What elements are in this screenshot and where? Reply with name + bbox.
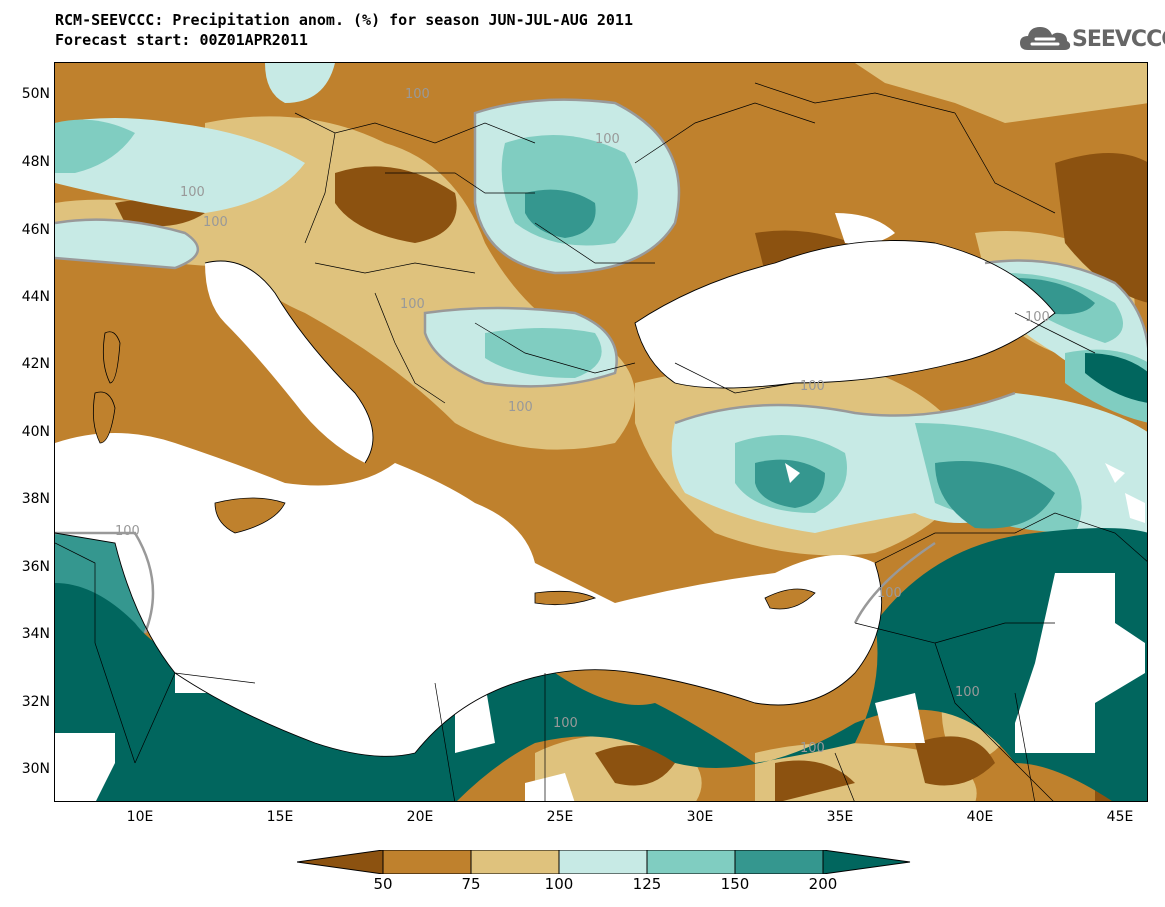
lat-label-36n: 36N	[21, 559, 50, 575]
islands	[92, 331, 816, 610]
lon-label-20e: 20E	[406, 809, 434, 825]
legend-tick-150: 150	[720, 875, 750, 893]
cloud-icon	[1020, 27, 1071, 50]
lat-label-50n: 50N	[21, 86, 50, 102]
lat-label-30n: 30N	[21, 761, 50, 777]
legend-tick-100: 100	[544, 875, 574, 893]
legend-tick-75: 75	[461, 875, 481, 893]
precipitation-anomaly-map: 100 100 100 100 100 100 100 100 100 100 …	[54, 62, 1148, 802]
map-canvas: 100 100 100 100 100 100 100 100 100 100 …	[55, 63, 1147, 801]
legend-swatch-75-100	[470, 850, 560, 874]
lat-label-34n: 34N	[21, 626, 50, 642]
lon-label-40e: 40E	[966, 809, 994, 825]
contour-label: 100	[800, 379, 825, 394]
legend-swatch-below-50	[297, 850, 384, 874]
lat-label-48n: 48N	[21, 154, 50, 170]
contour-label: 100	[180, 185, 205, 200]
legend-swatch-150-200	[734, 850, 824, 874]
contour-label: 100	[955, 685, 980, 700]
lon-label-35e: 35E	[826, 809, 854, 825]
contour-label: 100	[405, 87, 430, 102]
coastlines	[55, 240, 1056, 757]
lat-label-40n: 40N	[21, 424, 50, 440]
lon-label-25e: 25E	[546, 809, 574, 825]
contour-label: 100	[400, 297, 425, 312]
contour-100-lines	[55, 98, 1147, 634]
lon-label-30e: 30E	[686, 809, 714, 825]
contour-label: 100	[508, 400, 533, 415]
legend-tick-50: 50	[373, 875, 393, 893]
lon-label-15e: 15E	[266, 809, 294, 825]
legend-tick-125: 125	[632, 875, 662, 893]
anomaly-below-50-regions	[115, 153, 1147, 801]
legend-swatch-100-125	[558, 850, 648, 874]
title-line-2: Forecast start: 00Z01APR2011	[55, 31, 308, 49]
contour-label: 100	[877, 586, 902, 601]
lon-label-45e: 45E	[1106, 809, 1134, 825]
contour-label: 100	[203, 215, 228, 230]
seevccc-logo: SEEVCCC	[1018, 22, 1165, 56]
legend-tick-200: 200	[808, 875, 838, 893]
country-borders	[55, 82, 1147, 801]
contour-label: 100	[115, 524, 140, 539]
lat-label-42n: 42N	[21, 356, 50, 372]
map-title: RCM-SEEVCCC: Precipitation anom. (%) for…	[55, 10, 633, 50]
lat-label-44n: 44N	[21, 289, 50, 305]
contour-label: 100	[800, 741, 825, 756]
contour-label: 100	[553, 716, 578, 731]
lat-label-38n: 38N	[21, 491, 50, 507]
lat-label-32n: 32N	[21, 694, 50, 710]
logo-text: SEEVCCC	[1072, 26, 1165, 52]
lon-label-10e: 10E	[126, 809, 154, 825]
legend-swatch-125-150	[646, 850, 736, 874]
contour-label: 100	[1025, 310, 1050, 325]
contour-label: 100	[595, 132, 620, 147]
legend-colorbar	[297, 850, 911, 874]
legend-swatch-above-200	[822, 850, 911, 874]
title-line-1: RCM-SEEVCCC: Precipitation anom. (%) for…	[55, 11, 633, 29]
lat-label-46n: 46N	[21, 222, 50, 238]
contour-labels: 100 100 100 100 100 100 100 100 100 100 …	[115, 87, 1050, 756]
legend-swatch-50-75	[382, 850, 472, 874]
